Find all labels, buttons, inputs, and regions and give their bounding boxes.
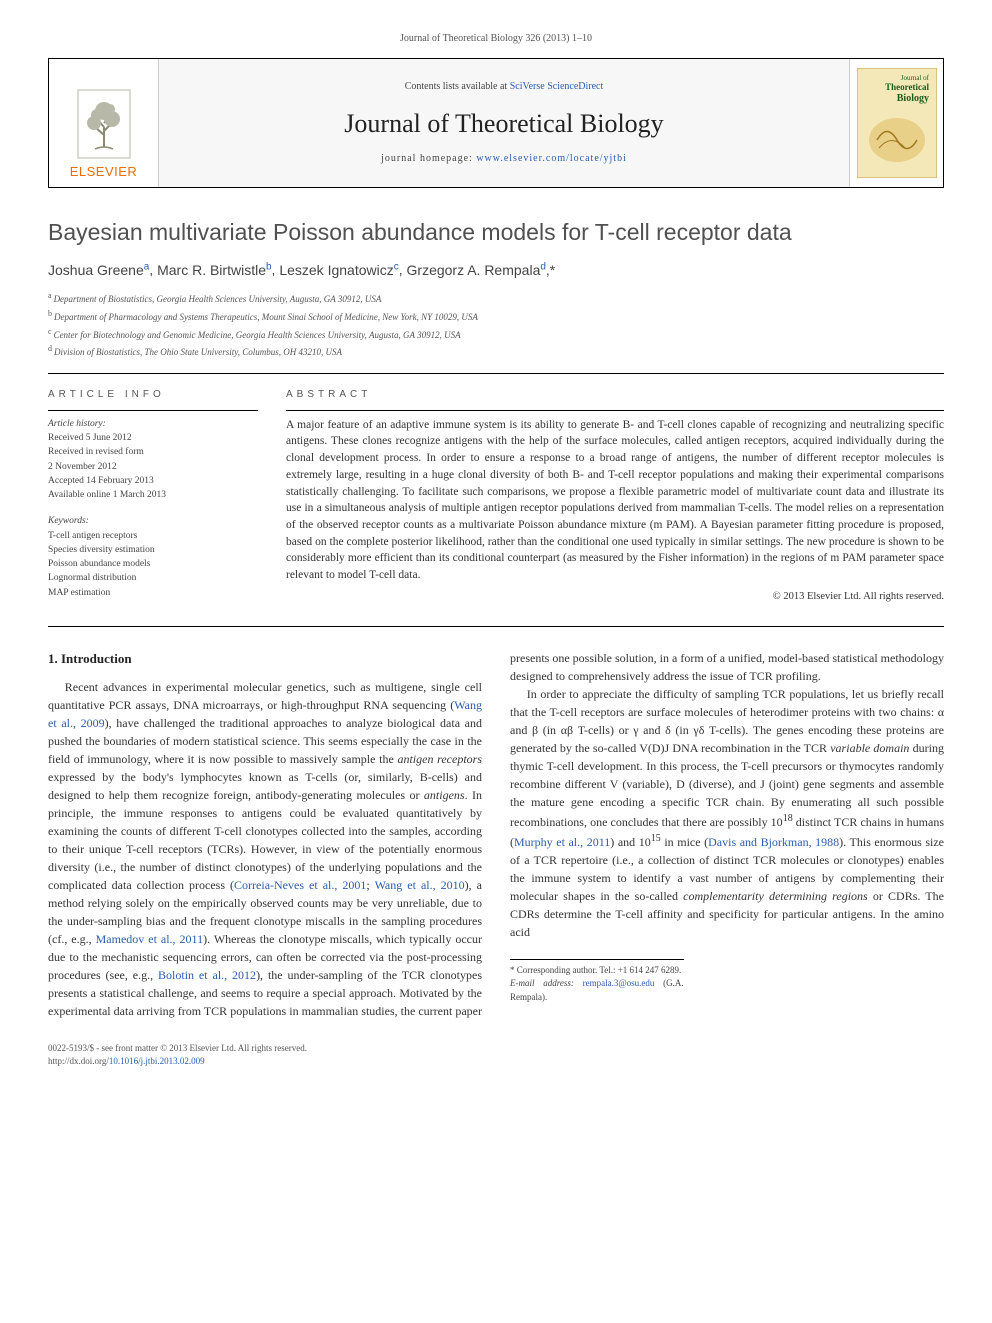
homepage-link[interactable]: www.elsevier.com/locate/yjtbi <box>476 153 627 164</box>
abstract-rule <box>286 410 944 411</box>
affiliation-c: cCenter for Biotechnology and Genomic Me… <box>48 326 944 342</box>
ref-davis-1988[interactable]: Davis and Bjorkman, 1988 <box>708 835 839 849</box>
intro-paragraph-2: In order to appreciate the difficulty of… <box>510 685 944 941</box>
info-rule <box>48 410 258 411</box>
history-revised-a: Received in revised form <box>48 445 258 459</box>
cover-image: Journal of Theoretical Biology <box>857 68 937 178</box>
article-info-column: ARTICLE INFO Article history: Received 5… <box>48 388 258 612</box>
divider-top <box>48 373 944 374</box>
journal-ref-link[interactable]: Journal of Theoretical Biology 326 (2013… <box>400 33 592 44</box>
article-info-heading: ARTICLE INFO <box>48 388 258 402</box>
author-1[interactable]: Joshua Greenea <box>48 262 149 278</box>
author-3[interactable]: Leszek Ignatowiczc <box>279 262 398 278</box>
ref-mamedov-2011[interactable]: Mamedov et al., 2011 <box>96 932 203 946</box>
keyword-3: Poisson abundance models <box>48 557 258 571</box>
corr-email-line: E-mail address: rempala.3@osu.edu (G.A. … <box>510 977 684 1004</box>
keyword-4: Lognormal distribution <box>48 571 258 585</box>
info-abstract-row: ARTICLE INFO Article history: Received 5… <box>48 388 944 612</box>
abstract-copyright: © 2013 Elsevier Ltd. All rights reserved… <box>286 590 944 605</box>
history-online: Available online 1 March 2013 <box>48 488 258 502</box>
article-title: Bayesian multivariate Poisson abundance … <box>48 216 944 248</box>
ref-murphy-2011[interactable]: Murphy et al., 2011 <box>514 835 610 849</box>
doi-link[interactable]: 10.1016/j.jtbi.2013.02.009 <box>109 1056 205 1066</box>
abstract-text: A major feature of an adaptive immune sy… <box>286 417 944 584</box>
homepage-prefix: journal homepage: <box>381 153 476 164</box>
ref-correia-2001[interactable]: Correia-Neves et al., 2001 <box>234 878 366 892</box>
front-matter-line: 0022-5193/$ - see front matter © 2013 El… <box>48 1042 944 1055</box>
keyword-2: Species diversity estimation <box>48 543 258 557</box>
cover-thumbnail: Journal of Theoretical Biology <box>849 59 943 187</box>
svg-text:Theoretical: Theoretical <box>885 82 929 92</box>
contents-prefix: Contents lists available at <box>405 81 510 92</box>
keyword-5: MAP estimation <box>48 586 258 600</box>
footer-metadata: 0022-5193/$ - see front matter © 2013 El… <box>48 1042 944 1067</box>
sciencedirect-link[interactable]: SciVerse ScienceDirect <box>510 81 604 92</box>
elsevier-tree-icon <box>77 89 131 159</box>
body-two-column: 1. Introduction Recent advances in exper… <box>48 649 944 1021</box>
history-label: Article history: <box>48 417 258 431</box>
journal-header: ELSEVIER Contents lists available at Sci… <box>48 58 944 188</box>
journal-name: Journal of Theoretical Biology <box>344 106 663 142</box>
publisher-name: ELSEVIER <box>70 163 138 181</box>
journal-reference: Journal of Theoretical Biology 326 (2013… <box>48 32 944 46</box>
keyword-1: T-cell antigen receptors <box>48 529 258 543</box>
keywords-block: Keywords: T-cell antigen receptors Speci… <box>48 514 258 600</box>
section-1-heading: 1. Introduction <box>48 649 482 669</box>
abstract-heading: ABSTRACT <box>286 388 944 402</box>
affiliation-d: dDivision of Biostatistics, The Ohio Sta… <box>48 343 944 359</box>
publisher-logo-block: ELSEVIER <box>49 59 159 187</box>
abstract-column: ABSTRACT A major feature of an adaptive … <box>286 388 944 612</box>
author-list: Joshua Greenea, Marc R. Birtwistleb, Les… <box>48 260 944 280</box>
author-4[interactable]: Grzegorz A. Rempalad,* <box>407 262 556 278</box>
corr-email-link[interactable]: rempala.3@osu.edu <box>583 978 655 988</box>
ref-bolotin-2012[interactable]: Bolotin et al., 2012 <box>158 968 256 982</box>
affiliations-block: aDepartment of Biostatistics, Georgia He… <box>48 290 944 358</box>
affiliation-a: aDepartment of Biostatistics, Georgia He… <box>48 290 944 306</box>
history-received: Received 5 June 2012 <box>48 431 258 445</box>
affiliation-b: bDepartment of Pharmacology and Systems … <box>48 308 944 324</box>
corr-tel: * Corresponding author. Tel.: +1 614 247… <box>510 964 684 978</box>
ref-wang-2010[interactable]: Wang et al., 2010 <box>375 878 465 892</box>
divider-bottom <box>48 626 944 627</box>
contents-line: Contents lists available at SciVerse Sci… <box>405 80 604 94</box>
article-history: Article history: Received 5 June 2012 Re… <box>48 417 258 503</box>
header-center: Contents lists available at SciVerse Sci… <box>159 59 849 187</box>
homepage-line: journal homepage: www.elsevier.com/locat… <box>381 152 627 166</box>
doi-line: http://dx.doi.org/10.1016/j.jtbi.2013.02… <box>48 1055 944 1068</box>
keywords-label: Keywords: <box>48 514 258 528</box>
corresponding-author-footer: * Corresponding author. Tel.: +1 614 247… <box>510 959 684 1005</box>
history-revised-b: 2 November 2012 <box>48 460 258 474</box>
svg-text:Biology: Biology <box>896 93 928 104</box>
history-accepted: Accepted 14 February 2013 <box>48 474 258 488</box>
svg-text:Journal of: Journal of <box>900 74 929 82</box>
author-2[interactable]: Marc R. Birtwistleb <box>157 262 271 278</box>
